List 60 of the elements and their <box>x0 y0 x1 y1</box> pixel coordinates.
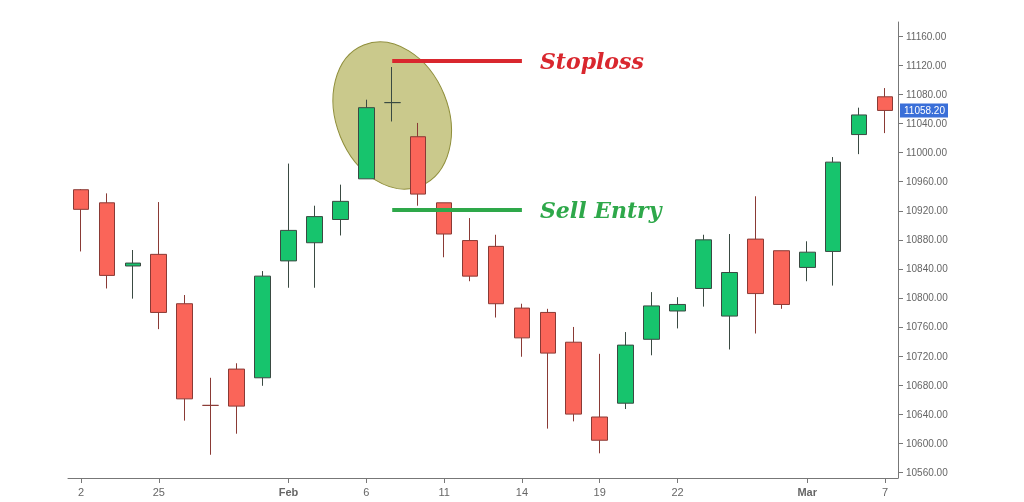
y-tick-label: 10960.00 <box>906 176 949 188</box>
candlestick <box>99 192 115 289</box>
candlestick <box>825 156 841 287</box>
candlestick <box>150 201 167 330</box>
candlestick <box>358 99 375 180</box>
candlestick <box>125 249 141 300</box>
ref-line-label: Sell Entry <box>539 197 664 224</box>
y-tick-label: 10640.00 <box>906 408 949 420</box>
candlestick <box>669 296 686 329</box>
candlestick <box>799 240 816 282</box>
candlestick <box>410 122 426 207</box>
candlestick <box>747 195 764 334</box>
candlestick <box>332 184 349 236</box>
candlestick <box>877 87 893 134</box>
candlestick <box>254 270 271 387</box>
y-tick-label: 11040.00 <box>906 118 948 130</box>
x-tick-label: 19 <box>593 485 606 498</box>
x-tick-label: 7 <box>881 485 889 498</box>
text: 11058.20 <box>904 104 946 116</box>
candlestick <box>280 163 297 289</box>
candlestick <box>591 353 608 454</box>
ref-line-label: Stoploss <box>539 48 644 75</box>
x-tick-label: 22 <box>671 485 684 498</box>
x-tick-label: 11 <box>438 485 450 498</box>
y-tick-label: 10600.00 <box>906 437 949 449</box>
candlestick <box>851 107 867 155</box>
candlestick <box>488 234 504 319</box>
candlestick <box>202 377 219 456</box>
y-tick-label: 10920.00 <box>906 205 949 217</box>
candlestick <box>695 234 712 308</box>
candlestick <box>617 331 634 410</box>
candlestick <box>176 294 193 422</box>
x-tick-label: Mar <box>797 485 818 498</box>
y-tick-label: 11000.00 <box>906 147 948 159</box>
y-tick-label: 10720.00 <box>906 350 949 362</box>
candlestick <box>643 291 660 356</box>
x-tick-label: 2 <box>77 485 85 498</box>
y-tick-label: 11120.00 <box>906 60 947 72</box>
candlestick <box>228 362 245 435</box>
candlestick <box>384 66 401 122</box>
y-tick-label: 10560.00 <box>906 466 949 478</box>
candlestick <box>540 308 556 430</box>
candlestick <box>462 217 478 282</box>
y-tick-label: 11080.00 <box>906 89 948 101</box>
candlestick <box>721 233 738 350</box>
x-tick-label: Feb <box>278 485 299 498</box>
y-tick-label: 11160.00 <box>906 31 947 43</box>
candlestick <box>73 188 89 252</box>
candlestick <box>306 205 323 289</box>
y-tick-label: 10760.00 <box>906 321 949 333</box>
x-tick-label: 25 <box>152 485 165 498</box>
y-tick-label: 10680.00 <box>906 379 949 391</box>
y-tick-label: 10800.00 <box>906 292 949 304</box>
candlestick <box>773 250 790 310</box>
y-tick-label: 10840.00 <box>906 263 949 275</box>
y-tick-label: 10880.00 <box>906 234 949 246</box>
x-tick-label: 6 <box>363 485 370 498</box>
candlestick <box>565 326 582 422</box>
x-tick-label: 14 <box>515 485 529 498</box>
candlestick <box>514 303 530 358</box>
